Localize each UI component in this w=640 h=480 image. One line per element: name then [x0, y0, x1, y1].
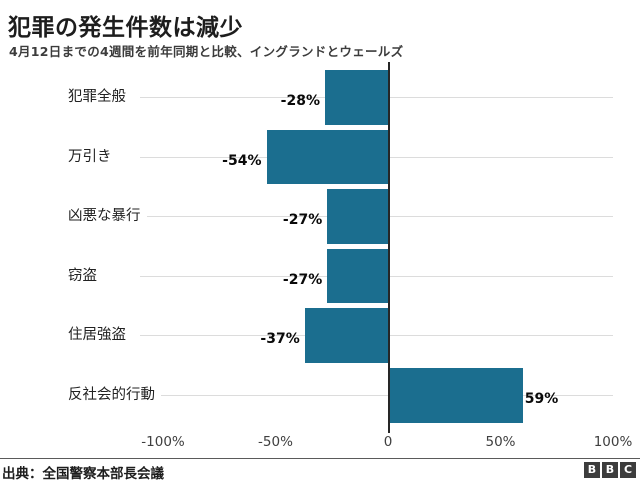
bar-row: 住居強盗 -37% [0, 300, 640, 363]
source-text: 出典：全国警察本部長会議 [2, 466, 164, 480]
category-label: 凶悪な暴行 [68, 206, 147, 228]
footer: 出典：全国警察本部長会議 B B C [0, 458, 640, 480]
category-label: 住居強盗 [68, 325, 132, 347]
category-label: 窃盗 [68, 265, 103, 287]
x-tick-label: -100% [141, 434, 185, 450]
x-tick-label: -50% [258, 434, 293, 450]
bbc-logo: B B C [584, 462, 636, 478]
bar-row: 凶悪な暴行 -27% [0, 181, 640, 244]
bar-value-label: -27% [282, 212, 323, 229]
bar [390, 368, 523, 423]
bar-row: 窃盗 -27% [0, 241, 640, 304]
bar [325, 70, 388, 125]
x-tick-label: 0 [383, 434, 393, 450]
chart-title: 犯罪の発生件数は減少 [8, 15, 243, 41]
chart-subtitle: 4月12日までの4週間を前年同期と比較、イングランドとウェールズ [9, 44, 404, 59]
bar-value-label: -28% [280, 93, 320, 109]
bar [327, 189, 388, 244]
category-label: 反社会的行動 [68, 385, 161, 406]
bbc-logo-letter: B [584, 462, 600, 478]
bar [266, 129, 388, 185]
gridline [140, 395, 613, 396]
bar-row: 犯罪全般 -28% [0, 62, 640, 125]
category-label: 犯罪全般 [68, 87, 132, 108]
bar-row: 万引き -54% [0, 122, 640, 185]
bar [327, 248, 388, 304]
bar [304, 308, 388, 363]
bar-chart: 犯罪全般 -28% 万引き -54% 凶悪な暴行 -27% 窃盗 -27% 住居… [0, 62, 640, 450]
bbc-logo-letter: B [602, 462, 618, 478]
zero-axis-line [388, 62, 390, 433]
bar-row: 反社会的行動 59% [0, 360, 640, 423]
x-tick-label: 100% [593, 434, 633, 450]
bar-value-label: 59% [524, 391, 559, 407]
bar-value-label: -37% [260, 331, 300, 348]
bar-value-label: -27% [282, 271, 323, 288]
x-tick-label: 50% [485, 434, 516, 450]
category-label: 万引き [68, 146, 118, 168]
bbc-logo-letter: C [620, 462, 636, 478]
bar-value-label: -54% [222, 152, 262, 169]
